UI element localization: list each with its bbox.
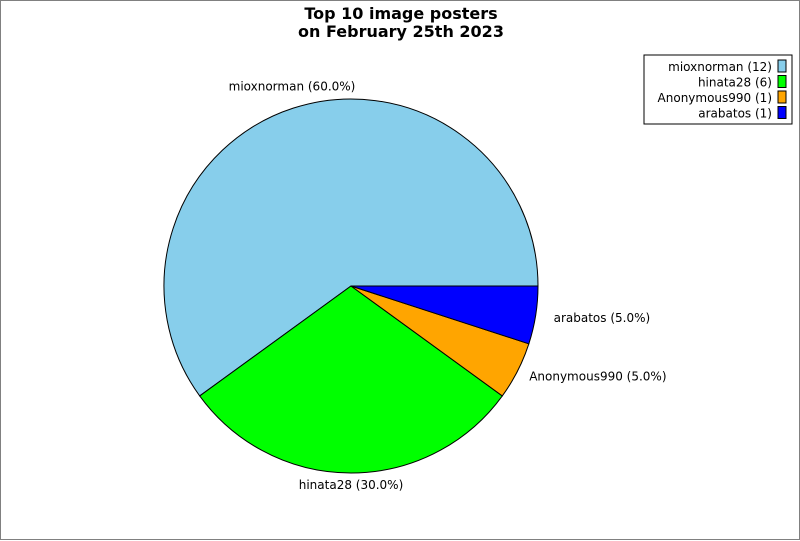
chart-title-line-2: on February 25th 2023 — [298, 22, 504, 41]
pie-slice-arabatos — [350, 285, 539, 345]
chart-title-line-1: Top 10 image posters — [304, 4, 497, 23]
legend-label-arabatos: arabatos (1) — [698, 107, 772, 121]
legend: mioxnorman (12) hinata28 (6)Anonymous990 … — [643, 54, 793, 125]
legend-swatch-arabatos — [777, 106, 787, 119]
legend-label-anonymous990: Anonymous990 (1) — [658, 91, 772, 105]
pie-slice-mioxnorman — [163, 98, 539, 397]
legend-box — [643, 54, 793, 125]
slice-label-anonymous990: Anonymous990 (5.0%) — [529, 370, 666, 384]
pie-slice-hinata28 — [199, 285, 503, 474]
slice-labels: mioxnorman (60.0%) hinata28 (30.0%) Anonym… — [229, 79, 667, 492]
slice-label-arabatos: arabatos (5.0%) — [554, 311, 651, 325]
legend-swatch-mioxnorman — [777, 59, 787, 73]
legend-label-hinata28: hinata28 (6) — [698, 76, 772, 90]
pie-slices — [163, 98, 539, 474]
legend-swatch-hinata28 — [777, 75, 787, 88]
slice-label-mioxnorman: mioxnorman (60.0%) — [229, 79, 356, 93]
legend-label-mioxnorman: mioxnorman (12) — [668, 60, 772, 74]
slice-label-hinata28: hinata28 (30.0%) — [299, 478, 404, 492]
legend-swatch-anonymous990 — [777, 90, 787, 104]
